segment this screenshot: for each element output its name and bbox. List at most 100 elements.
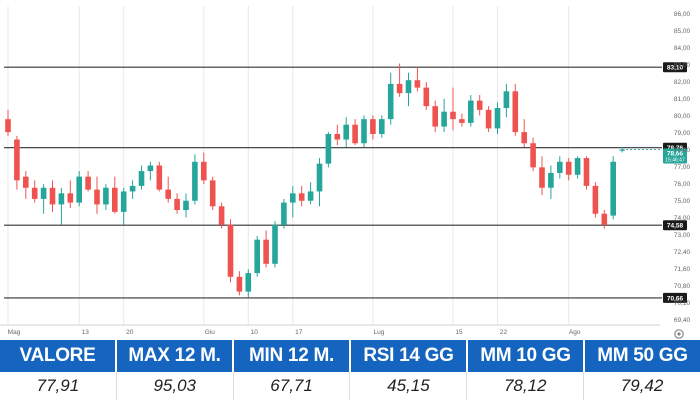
candle xyxy=(476,95,483,116)
candle-body xyxy=(334,133,341,140)
candle-body xyxy=(103,187,109,205)
candle-body xyxy=(441,111,447,127)
candle xyxy=(619,146,625,153)
stats-header-row: VALORE MAX 12 M. MIN 12 M. RSI 14 GG MM … xyxy=(0,340,700,372)
candle-body xyxy=(343,124,349,140)
candle-body xyxy=(476,100,483,110)
price-tick-label: 79,00 xyxy=(674,130,691,137)
candle xyxy=(503,83,510,118)
candle xyxy=(557,156,563,179)
candle xyxy=(156,161,163,192)
grid xyxy=(0,6,660,326)
time-tick-label: 10 xyxy=(251,329,259,336)
price-tick-label: 83,00 xyxy=(674,62,691,69)
price-tick-label: 71,60 xyxy=(674,266,691,273)
candle xyxy=(31,180,38,203)
last-price-label: 78,66 xyxy=(667,151,684,158)
candle-body xyxy=(485,109,492,129)
candle-body xyxy=(165,189,171,199)
candle-body xyxy=(298,193,305,201)
candle xyxy=(201,152,207,185)
candle xyxy=(565,158,572,181)
price-tick-label: 74,00 xyxy=(674,215,691,222)
candle xyxy=(325,132,332,168)
candle xyxy=(272,221,278,268)
stat-header-mm-10: MM 10 GG xyxy=(468,340,585,372)
candle xyxy=(147,161,154,181)
level-label-box xyxy=(663,292,687,303)
candle-body xyxy=(49,187,56,205)
time-tick-label: 13 xyxy=(82,329,90,336)
stat-header-rsi-14: RSI 14 GG xyxy=(351,340,468,372)
candle-body xyxy=(548,172,554,188)
stat-header-min-12m: MIN 12 M. xyxy=(234,340,351,372)
candle-body xyxy=(387,83,394,120)
candle-body xyxy=(147,165,154,172)
stats-value-row: 77,91 95,03 67,71 45,15 78,12 79,42 xyxy=(0,372,700,400)
time-tick-label: 17 xyxy=(295,329,303,336)
stat-value-mm-50: 79,42 xyxy=(620,376,664,395)
time-tick-label: Mag xyxy=(8,329,21,336)
candle xyxy=(174,193,180,214)
candle xyxy=(414,67,421,92)
candle xyxy=(218,202,225,229)
gear-icon[interactable] xyxy=(674,329,684,339)
stat-value-rsi-14: 45,15 xyxy=(350,372,468,400)
candle-body xyxy=(263,239,269,264)
candle xyxy=(352,119,358,146)
candle-body xyxy=(521,132,527,144)
price-tick-label: 69,40 xyxy=(674,317,691,324)
candle-body xyxy=(5,119,11,133)
price-tick-label: 70,10 xyxy=(674,300,691,307)
price-tick-label: 80,00 xyxy=(674,113,691,120)
level-label: 70,66 xyxy=(667,295,684,302)
candle xyxy=(379,115,385,138)
candle xyxy=(263,230,269,268)
price-tick-label: 70,80 xyxy=(674,283,691,290)
candle-body xyxy=(254,239,260,274)
candle xyxy=(23,171,29,199)
candle-body xyxy=(583,158,590,186)
time-tick-label: 20 xyxy=(126,329,134,336)
time-tick-label: 22 xyxy=(500,329,508,336)
candle-body xyxy=(156,165,163,190)
candle-body xyxy=(405,80,412,94)
candle xyxy=(459,113,465,127)
candle-body xyxy=(512,91,519,133)
level-label-box xyxy=(663,220,687,231)
candle-body xyxy=(450,111,456,120)
candle xyxy=(432,100,438,133)
candle-body xyxy=(565,161,572,175)
candle-body xyxy=(236,276,243,292)
time-axis: Mag 13 20 Giu 10 17 Lug 15 22 Ago xyxy=(8,329,581,336)
last-price-box xyxy=(663,148,687,164)
level-label-box xyxy=(663,62,687,73)
candle-body xyxy=(530,143,536,168)
candle xyxy=(494,102,501,134)
last-price-time: 15:46:47 xyxy=(665,158,685,164)
candle-body xyxy=(592,185,599,214)
price-tick-label: 73,00 xyxy=(674,232,691,239)
stat-value-mm-10: 78,12 xyxy=(467,372,585,400)
candle-body xyxy=(601,213,608,225)
candle xyxy=(468,95,474,127)
candle xyxy=(370,115,376,140)
candle xyxy=(530,137,536,172)
candle xyxy=(103,184,109,211)
candle-body xyxy=(396,83,403,94)
candle xyxy=(192,154,198,205)
candle xyxy=(610,156,616,220)
candle xyxy=(281,198,287,229)
candle xyxy=(343,117,349,147)
candle xyxy=(441,98,447,133)
candle-body xyxy=(574,158,581,175)
candle xyxy=(316,158,323,207)
stat-header-mm-50: MM 50 GG xyxy=(585,340,700,372)
time-tick-label: Ago xyxy=(569,329,581,336)
candle-body xyxy=(218,206,225,225)
price-tick-label: 76,00 xyxy=(674,181,691,188)
candle xyxy=(245,269,252,298)
